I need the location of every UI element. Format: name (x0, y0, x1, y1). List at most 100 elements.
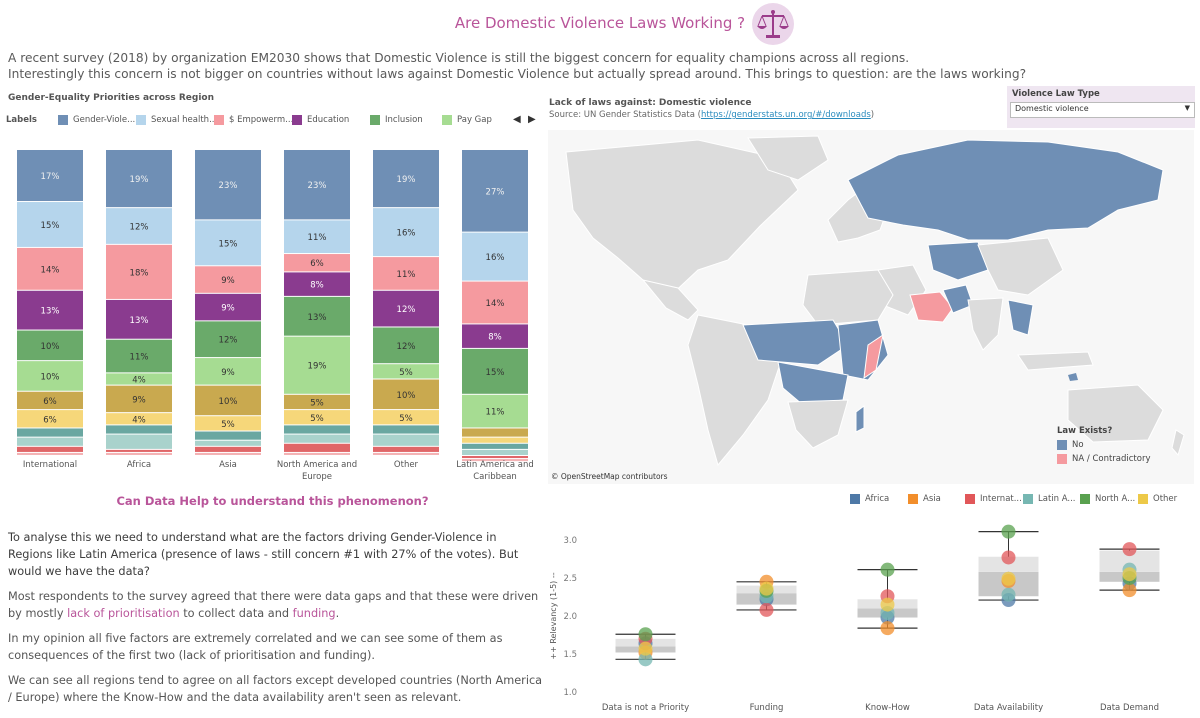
bar-data-label: 23% (308, 181, 327, 191)
bar-data-label: 12% (397, 342, 416, 352)
map-land-russia (847, 139, 1164, 241)
region-legend-item[interactable]: Latin A... (1023, 491, 1076, 507)
bar-data-label: 19% (397, 175, 416, 185)
bar-segment (373, 425, 439, 434)
legend-item-empowerment[interactable]: $ Empowerm... (214, 112, 293, 128)
legend-item-label: $ Empowerm... (229, 115, 294, 125)
map-legend-item-no[interactable]: No (1057, 438, 1151, 452)
region-legend-item[interactable]: Internat... (965, 491, 1022, 507)
bar-data-label: 14% (41, 265, 60, 275)
bar-segment (284, 254, 350, 272)
x-tick-label: Latin America and (456, 460, 533, 470)
data-point (880, 562, 895, 577)
box-upper (1099, 550, 1160, 572)
region-legend-item[interactable]: North A... (1080, 491, 1135, 507)
bar-data-label: 6% (43, 415, 57, 425)
data-point (1122, 567, 1137, 582)
data-point (1001, 524, 1016, 539)
world-map[interactable] (548, 130, 1194, 484)
region-legend-label: Latin A... (1038, 494, 1076, 504)
bar-segment (373, 150, 439, 208)
legend-item-inclusion[interactable]: Inclusion (370, 112, 423, 128)
bar-segment (284, 434, 350, 443)
violence-law-type-dropdown[interactable]: Domestic violence ▼ (1010, 102, 1195, 118)
filter-label: Violence Law Type (1012, 89, 1100, 99)
bar-data-label: 4% (132, 415, 146, 425)
bar-segment (17, 290, 83, 330)
bar-data-label: 4% (132, 376, 146, 386)
bar-segment (373, 434, 439, 446)
legend-item-education[interactable]: Education (292, 112, 349, 128)
map-land-greenland (747, 135, 829, 181)
bar-data-label: 16% (397, 229, 416, 239)
y-tick-label: 1.5 (563, 650, 577, 660)
legend-item-pay-gap[interactable]: Pay Gap (442, 112, 492, 128)
bar-data-label: 9% (132, 395, 146, 405)
bar-segment (106, 425, 172, 434)
bar-segment (373, 452, 439, 455)
region-legend-label: Asia (923, 494, 941, 504)
map-land-indonesia (1017, 351, 1094, 371)
bar-segment (284, 410, 350, 425)
data-point (638, 652, 653, 667)
region-legend-item[interactable]: Asia (908, 491, 941, 507)
legend-prev-arrow-icon[interactable]: ◀ (513, 114, 521, 125)
region-legend-label: Other (1153, 494, 1178, 504)
data-point (1001, 571, 1016, 586)
bar-data-label: 6% (43, 397, 57, 407)
bar-segment (462, 437, 528, 443)
bar-segment (373, 364, 439, 379)
bar-segment (195, 440, 261, 446)
bar-data-label: 15% (219, 239, 238, 249)
map-land-pacific-islands (1068, 373, 1078, 381)
y-tick-label: 1.0 (563, 688, 577, 698)
bar-segment (195, 452, 261, 455)
map-source-prefix: Source: UN Gender Statistics Data ( (549, 110, 701, 120)
chevron-down-icon: ▼ (1184, 104, 1190, 112)
x-tick-label: Africa (127, 460, 151, 470)
legend-swatch (214, 115, 224, 125)
bar-data-label: 15% (486, 368, 505, 378)
paragraph-2-part: Most respondents to the survey agreed th… (8, 590, 539, 620)
bar-segment (17, 410, 83, 428)
map-legend: Law Exists? No NA / Contradictory (1057, 426, 1151, 466)
bar-segment (195, 321, 261, 358)
data-point (1122, 583, 1137, 598)
bar-segment (373, 379, 439, 410)
bar-segment (17, 437, 83, 446)
bar-segment (284, 394, 350, 410)
paragraph-2-part: . (335, 607, 340, 620)
bar-segment (17, 452, 83, 455)
bar-segment (195, 266, 261, 293)
bar-segment (462, 428, 528, 437)
legend-swatch (965, 494, 975, 504)
dropdown-value: Domestic violence (1015, 104, 1089, 113)
bar-data-label: 16% (486, 253, 505, 263)
region-legend-item[interactable]: Other (1138, 491, 1177, 507)
bar-segment (284, 425, 350, 434)
legend-label: Labels (6, 115, 37, 125)
legend-item-label: Pay Gap (457, 115, 492, 125)
legend-swatch (370, 115, 380, 125)
map-legend-item-na[interactable]: NA / Contradictory (1057, 452, 1151, 466)
bar-segment (373, 446, 439, 452)
bar-chart-title: Gender-Equality Priorities across Region (8, 93, 214, 103)
intro-line-2: Interestingly this concern is not bigger… (8, 67, 1027, 81)
map-land-australia (1067, 384, 1164, 443)
legend-swatch (1057, 454, 1067, 464)
legend-next-arrow-icon[interactable]: ▶ (528, 114, 536, 125)
data-point (1001, 587, 1016, 602)
bar-segment (284, 336, 350, 394)
legend-swatch (1138, 494, 1148, 504)
region-legend-item[interactable]: Africa (850, 491, 889, 507)
legend-item-sexual-health[interactable]: Sexual health... (136, 112, 217, 128)
map-land-new-zealand (1171, 429, 1185, 457)
bar-segment (462, 394, 528, 428)
legend-item-gender-violence[interactable]: Gender-Viole... (58, 112, 135, 128)
bar-segment (106, 449, 172, 452)
x-tick-label: Asia (219, 460, 237, 470)
legend-swatch (58, 115, 68, 125)
bar-data-label: 10% (41, 372, 60, 382)
map-source-link[interactable]: https://genderstats.un.org/#/downloads (700, 110, 871, 120)
bar-segment (195, 220, 261, 266)
